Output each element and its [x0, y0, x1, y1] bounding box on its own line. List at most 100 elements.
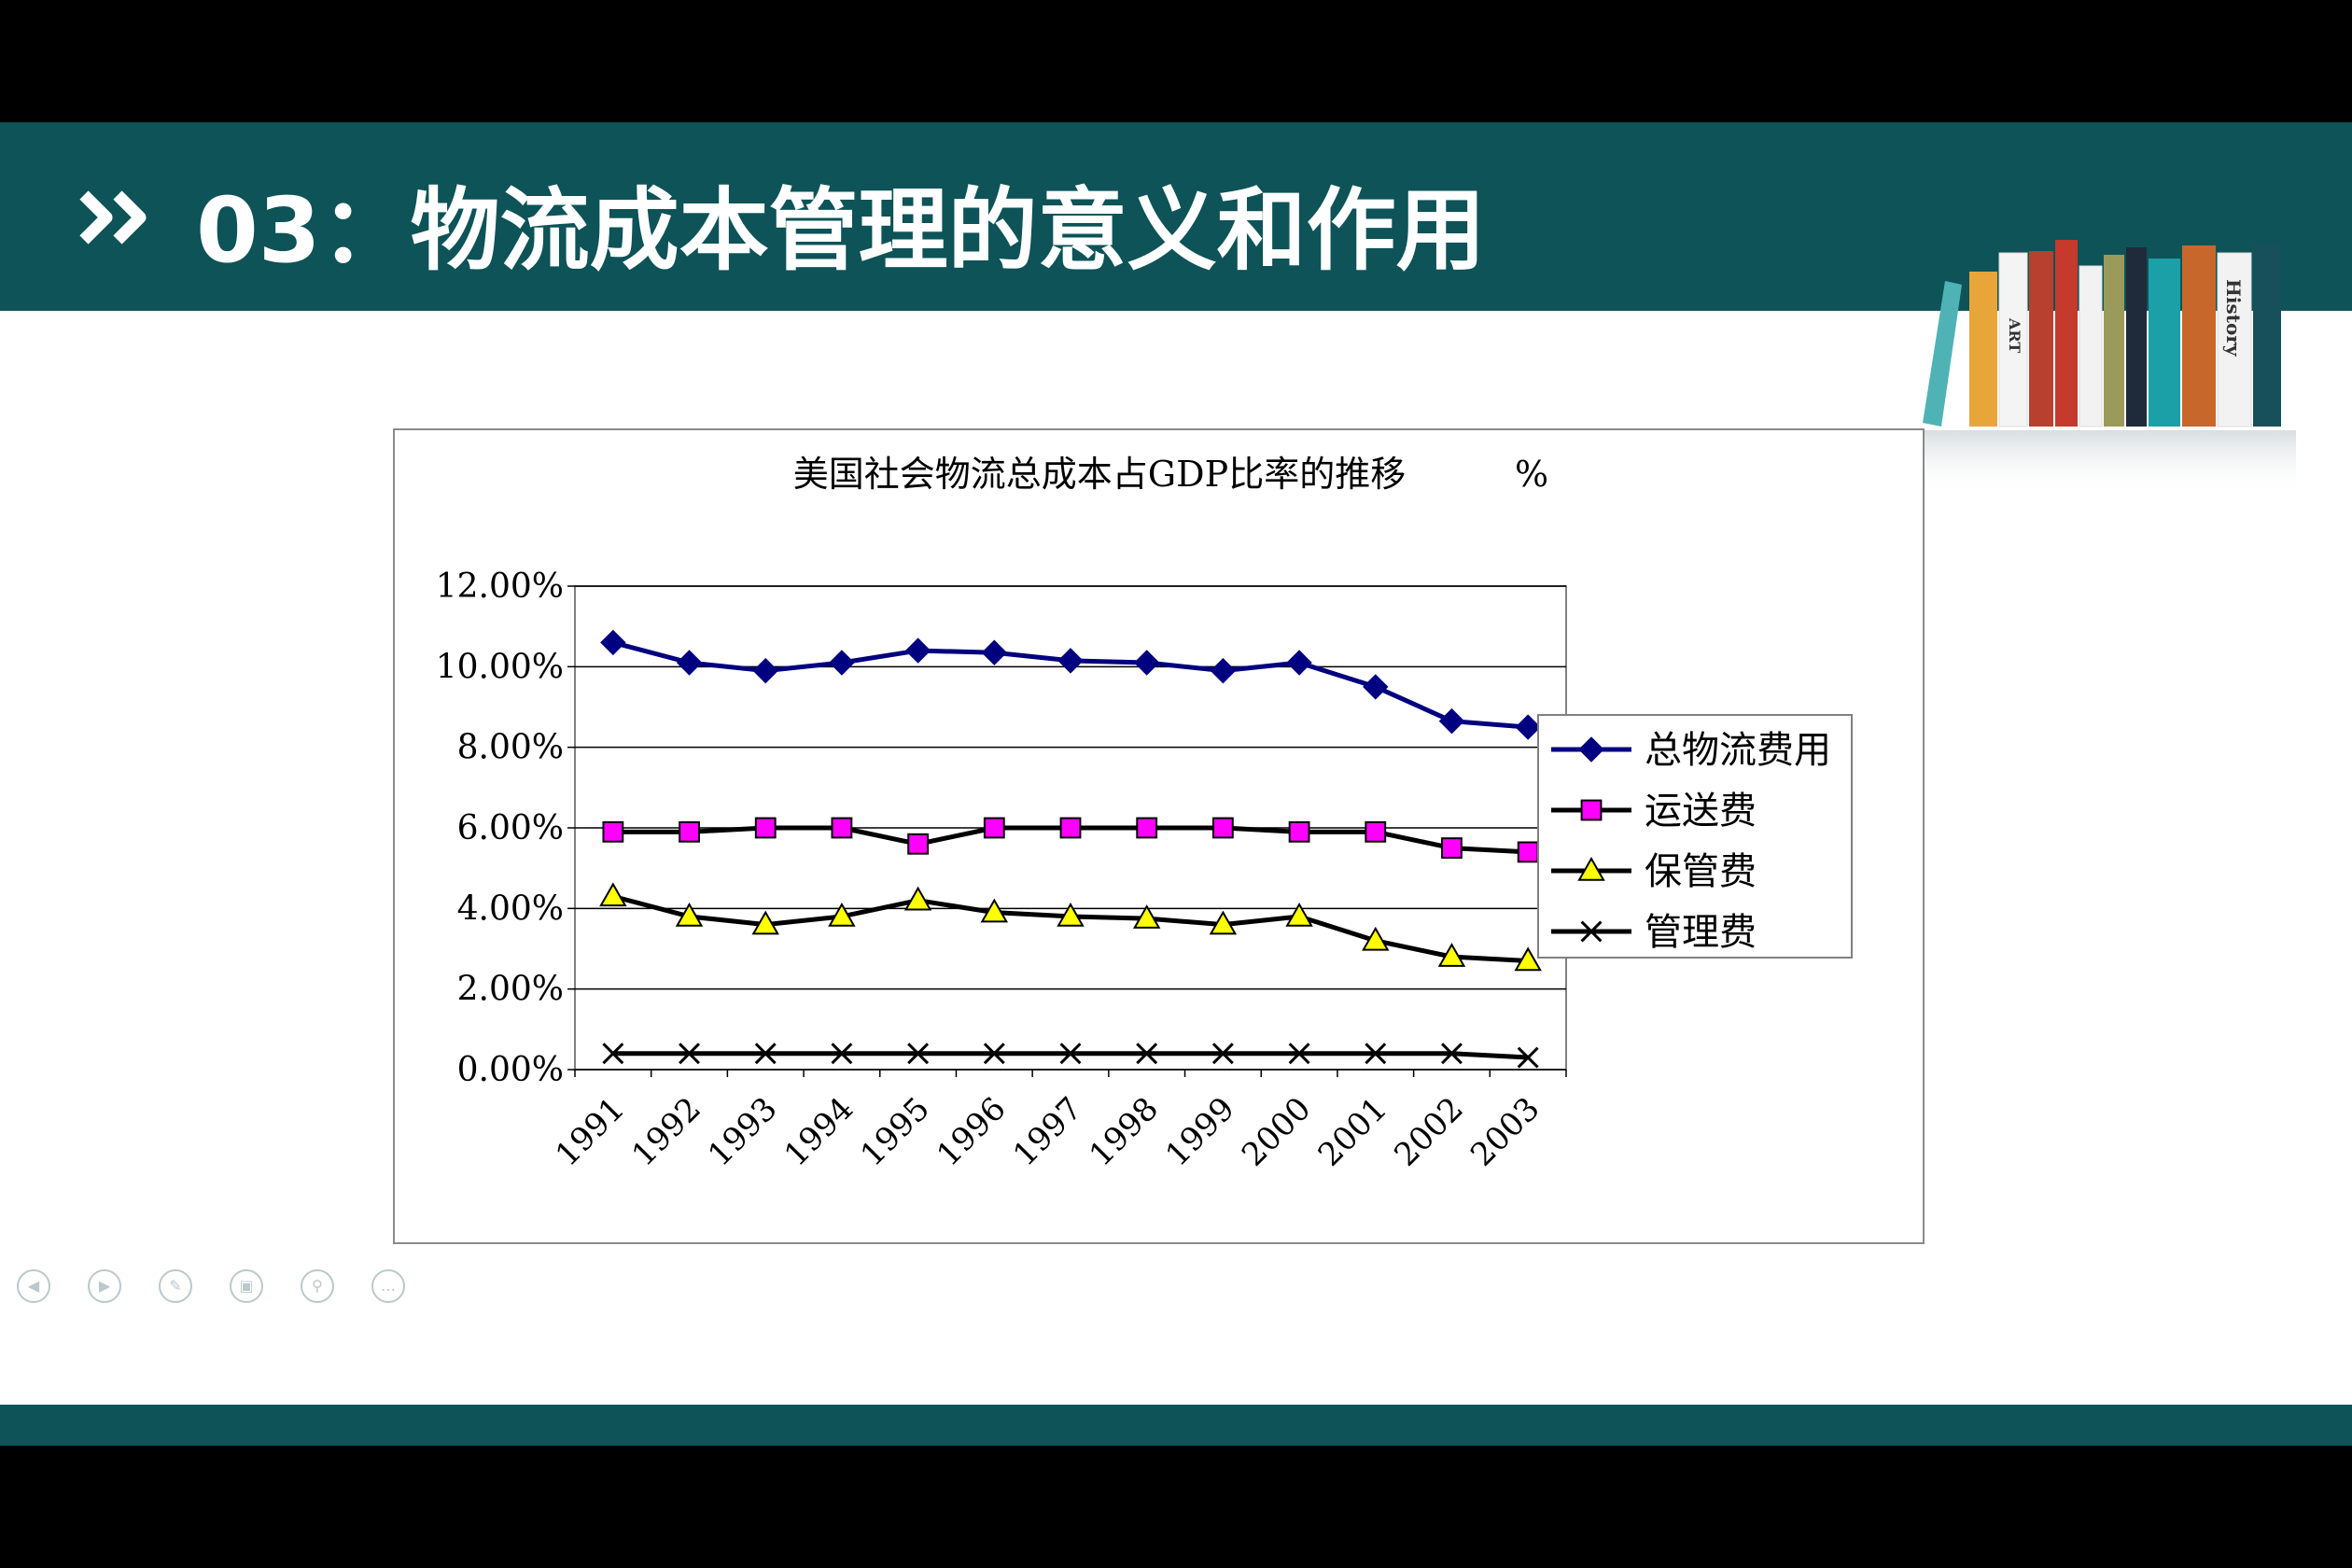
zoom-icon: ⚲: [312, 1277, 323, 1295]
slides-button[interactable]: ▣: [230, 1269, 263, 1303]
data-point: [831, 1043, 853, 1065]
data-point: [828, 902, 856, 927]
data-point: [831, 817, 853, 839]
y-tick-label: 4.00%: [457, 889, 564, 928]
chart-unit-label: %: [1515, 454, 1548, 495]
x-marker-stroke: [1211, 1043, 1234, 1065]
series-1: [602, 817, 1539, 863]
slide: 03：物流成本管理的意义和作用 ART History 美国社会物流总成本占GD…: [0, 122, 2352, 1446]
x-tick-label: 1991: [549, 1090, 632, 1173]
data-point: [904, 637, 931, 664]
legend-label: 管理费: [1645, 911, 1757, 954]
x-marker-stroke: [1580, 920, 1603, 943]
legend-marker: [1577, 856, 1605, 881]
data-point: [599, 882, 627, 907]
series-2: [599, 882, 1542, 972]
data-point: [907, 833, 930, 855]
x-tick-label: 1998: [1083, 1090, 1166, 1173]
y-tick-label: 10.00%: [436, 648, 564, 686]
legend-label: 保管费: [1645, 850, 1757, 893]
data-point: [1441, 1043, 1463, 1065]
x-marker-stroke: [1288, 1043, 1310, 1065]
book-spine-history: History: [2222, 279, 2245, 357]
data-point: [1210, 657, 1237, 684]
data-point: [1211, 817, 1234, 839]
data-point: [1132, 904, 1161, 929]
x-marker-stroke: [983, 1043, 1005, 1065]
series-3: [602, 1043, 1539, 1069]
data-point: [1365, 1043, 1387, 1065]
x-marker-stroke: [1365, 1043, 1387, 1065]
bottom-bar: [0, 1405, 2352, 1446]
x-tick-label: 2003: [1463, 1090, 1547, 1173]
prev-arrow-icon: ◀: [27, 1277, 40, 1295]
data-point: [1362, 926, 1390, 951]
chart-title: 美国社会物流总成本占GDP比率的推移: [793, 454, 1406, 495]
slide-title: 03：物流成本管理的意义和作用: [196, 178, 1486, 283]
data-point: [1285, 902, 1313, 927]
data-point: [600, 629, 626, 656]
data-point: [602, 1043, 624, 1065]
data-point: [1288, 820, 1310, 843]
data-point: [1209, 910, 1238, 935]
x-marker-stroke: [679, 1043, 700, 1065]
x-tick-label: 1999: [1158, 1090, 1241, 1173]
data-point: [903, 886, 932, 911]
prev-arrow-button[interactable]: ◀: [17, 1269, 50, 1303]
data-point: [907, 1043, 930, 1065]
x-marker-stroke: [1059, 1043, 1082, 1065]
x-marker-stroke: [907, 1043, 930, 1065]
data-point: [1514, 946, 1542, 972]
data-point: [679, 820, 700, 843]
data-point: [751, 910, 779, 935]
x-tick-label: 1992: [624, 1090, 707, 1173]
pen-button[interactable]: ✎: [159, 1269, 192, 1303]
data-point: [1136, 1043, 1158, 1065]
data-point: [676, 650, 703, 676]
data-point: [983, 1043, 1005, 1065]
zoom-button[interactable]: ⚲: [301, 1269, 334, 1303]
chart-frame: 美国社会物流总成本占GDP比率的推移 % 0.00% 2.00% 4.00% 6.00…: [393, 428, 1925, 1244]
legend-marker: [1580, 920, 1603, 943]
next-arrow-button[interactable]: ▶: [88, 1269, 121, 1303]
x-marker-stroke: [1136, 1043, 1158, 1065]
x-tick-label: 1994: [777, 1090, 861, 1173]
legend-marker: [1578, 736, 1604, 763]
books-illustration: ART History: [1923, 240, 2296, 496]
y-tick-label: 2.00%: [457, 971, 564, 1009]
data-point: [829, 650, 855, 676]
data-point: [1133, 650, 1160, 676]
y-tick-label: 8.00%: [457, 729, 564, 767]
data-point: [754, 817, 777, 839]
data-point: [1211, 1043, 1234, 1065]
data-point: [752, 657, 778, 684]
line-chart: 美国社会物流总成本占GDP比率的推移 % 0.00% 2.00% 4.00% 6.00…: [436, 454, 1853, 1174]
y-tick-label: 12.00%: [436, 567, 564, 606]
x-marker-stroke: [754, 1043, 777, 1065]
data-point: [1515, 714, 1541, 740]
data-point: [1136, 817, 1158, 839]
legend-marker: [1580, 799, 1603, 821]
data-point: [980, 898, 1009, 923]
data-point: [1288, 1043, 1310, 1065]
data-point: [675, 902, 704, 927]
plot-area: 0.00% 2.00% 4.00% 6.00% 8.00% 10.00% 12.00% 199…: [436, 567, 1567, 1174]
data-point: [1059, 1043, 1082, 1065]
x-marker-stroke: [1441, 1043, 1463, 1065]
x-marker-stroke: [1517, 1046, 1539, 1069]
more-button[interactable]: …: [371, 1269, 405, 1303]
double-chevron-icon: [79, 190, 147, 245]
data-point: [1517, 1046, 1539, 1069]
pen-icon: ✎: [169, 1277, 182, 1295]
data-point: [1057, 648, 1084, 674]
legend-label: 运送费: [1645, 790, 1757, 833]
book-spine-art: ART: [2006, 317, 2023, 353]
data-point: [1517, 841, 1539, 863]
more-icon: …: [381, 1277, 396, 1295]
x-tick-label: 1996: [930, 1090, 1013, 1173]
data-point: [1441, 837, 1463, 859]
data-point: [679, 1043, 700, 1065]
x-tick-label: 1993: [701, 1090, 784, 1173]
data-point: [1057, 902, 1085, 927]
next-arrow-icon: ▶: [98, 1277, 111, 1295]
